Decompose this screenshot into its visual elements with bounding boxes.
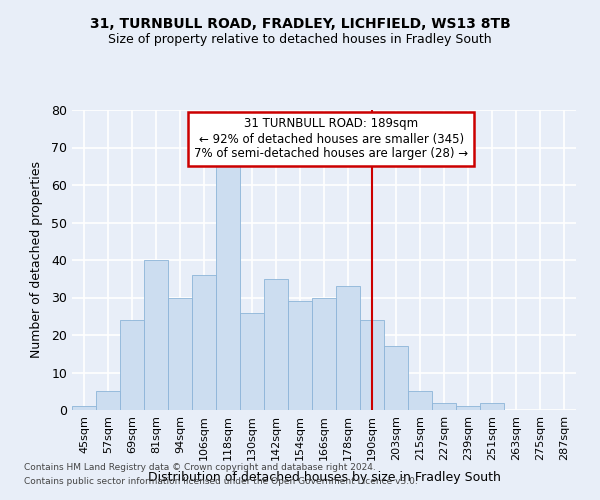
Text: 31 TURNBULL ROAD: 189sqm
← 92% of detached houses are smaller (345)
7% of semi-d: 31 TURNBULL ROAD: 189sqm ← 92% of detach… xyxy=(194,118,468,160)
Bar xyxy=(456,406,480,410)
Bar xyxy=(144,260,168,410)
Bar xyxy=(216,166,240,410)
Y-axis label: Number of detached properties: Number of detached properties xyxy=(30,162,43,358)
Bar xyxy=(120,320,144,410)
Bar xyxy=(360,320,384,410)
Bar xyxy=(72,406,96,410)
Bar xyxy=(432,402,456,410)
Bar xyxy=(336,286,360,410)
Bar xyxy=(192,275,216,410)
Text: Contains HM Land Registry data © Crown copyright and database right 2024.: Contains HM Land Registry data © Crown c… xyxy=(24,464,376,472)
Bar xyxy=(312,298,336,410)
Bar xyxy=(264,279,288,410)
Bar xyxy=(168,298,192,410)
Text: Size of property relative to detached houses in Fradley South: Size of property relative to detached ho… xyxy=(108,32,492,46)
Bar xyxy=(384,346,408,410)
Text: Contains public sector information licensed under the Open Government Licence v3: Contains public sector information licen… xyxy=(24,477,418,486)
Bar xyxy=(288,301,312,410)
Bar xyxy=(96,391,120,410)
Bar xyxy=(408,391,432,410)
Bar xyxy=(480,402,504,410)
Text: 31, TURNBULL ROAD, FRADLEY, LICHFIELD, WS13 8TB: 31, TURNBULL ROAD, FRADLEY, LICHFIELD, W… xyxy=(89,18,511,32)
X-axis label: Distribution of detached houses by size in Fradley South: Distribution of detached houses by size … xyxy=(148,471,500,484)
Bar xyxy=(240,312,264,410)
